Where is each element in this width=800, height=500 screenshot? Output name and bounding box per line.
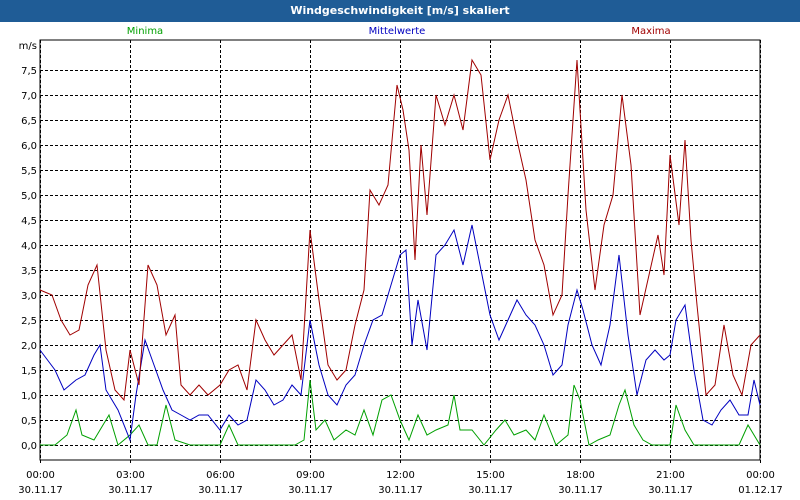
y-tick-label: 4,5	[21, 216, 37, 227]
y-tick-label: 0,5	[21, 416, 37, 427]
y-tick-label: 1,0	[21, 391, 37, 402]
y-axis-label: m/s	[19, 41, 37, 52]
y-tick-label: 2,5	[21, 316, 37, 327]
x-tick-time: 09:00	[296, 470, 325, 481]
y-tick-label: 6,5	[21, 116, 37, 127]
x-tick-date: 30.11.17	[18, 485, 63, 496]
x-tick-time: 18:00	[566, 470, 595, 481]
x-tick-time: 00:00	[746, 470, 775, 481]
y-tick-label: 0,0	[21, 441, 37, 452]
x-tick-date: 30.11.17	[558, 485, 603, 496]
x-tick-time: 03:00	[116, 470, 145, 481]
x-tick-time: 21:00	[656, 470, 685, 481]
y-tick-label: 7,5	[21, 66, 37, 77]
x-tick-date: 30.11.17	[198, 485, 243, 496]
x-tick-date: 30.11.17	[288, 485, 333, 496]
x-tick-time: 06:00	[206, 470, 235, 481]
y-tick-label: 4,0	[21, 241, 37, 252]
series-line-maxima	[39, 58, 761, 402]
x-tick-date: 01.12.17	[738, 485, 783, 496]
legend-entry: Maxima	[631, 26, 670, 37]
legend-entry: Mittelwerte	[369, 26, 426, 37]
legend-entry: Minima	[127, 26, 163, 37]
x-tick-date: 30.11.17	[468, 485, 513, 496]
x-tick-time: 12:00	[386, 470, 415, 481]
y-tick-label: 5,0	[21, 191, 37, 202]
y-tick-label: 3,5	[21, 266, 37, 277]
series-line-mittelwerte	[39, 224, 761, 442]
x-tick-time: 15:00	[476, 470, 505, 481]
x-tick-time: 00:00	[26, 470, 55, 481]
y-tick-label: 6,0	[21, 141, 37, 152]
x-tick-date: 30.11.17	[108, 485, 153, 496]
y-tick-label: 1,5	[21, 366, 37, 377]
y-tick-label: 3,0	[21, 291, 37, 302]
y-tick-label: 2,0	[21, 341, 37, 352]
chart-title: Windgeschwindigkeit [m/s] skaliert	[0, 0, 800, 22]
x-tick-date: 30.11.17	[648, 485, 693, 496]
y-tick-label: 7,0	[21, 91, 37, 102]
y-tick-label: 5,5	[21, 166, 37, 177]
x-tick-date: 30.11.17	[378, 485, 423, 496]
series-line-minima	[40, 379, 761, 446]
